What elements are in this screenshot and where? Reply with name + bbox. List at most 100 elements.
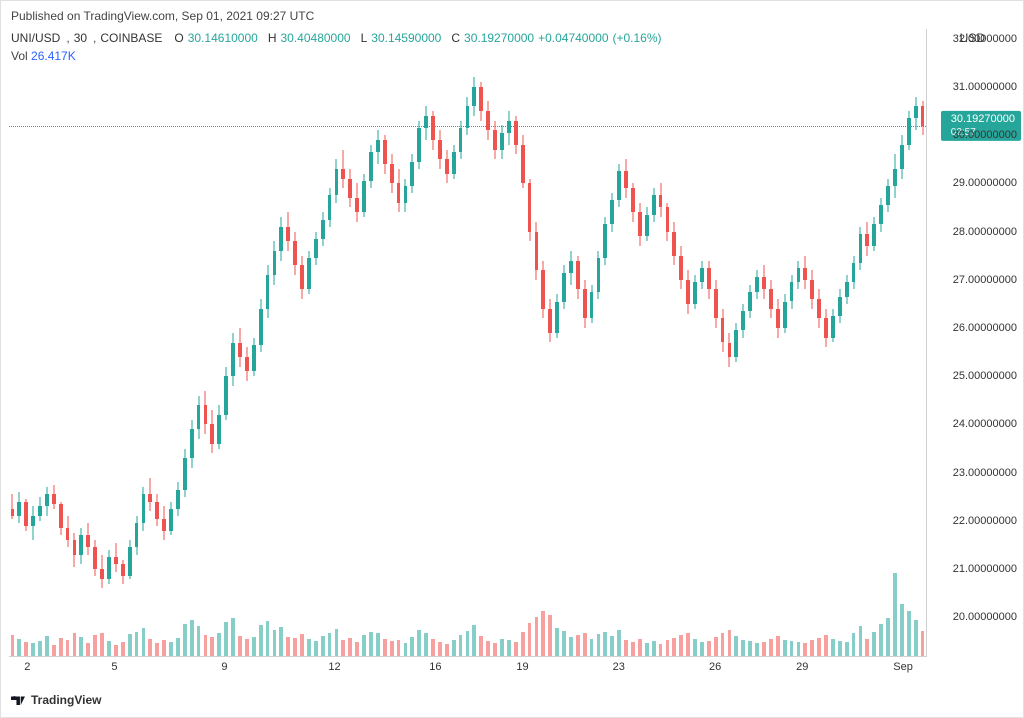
volume-bar: [707, 641, 711, 656]
volume-bar: [610, 636, 614, 656]
volume-bar: [148, 639, 152, 656]
volume-bar: [452, 640, 456, 656]
volume-bar: [672, 638, 676, 656]
volume-bar: [52, 645, 56, 656]
y-tick: 24.00000000: [953, 418, 1017, 430]
volume-bar: [748, 641, 752, 656]
volume-bar: [755, 643, 759, 656]
branding-footer: TradingView: [11, 693, 101, 707]
volume-bar: [31, 643, 35, 656]
price-chart[interactable]: [9, 29, 927, 657]
volume-bar: [603, 632, 607, 656]
volume-bars: [9, 29, 926, 656]
volume-bar: [886, 618, 890, 656]
volume-bar: [638, 639, 642, 656]
volume-bar: [472, 625, 476, 656]
x-tick: 23: [613, 661, 625, 673]
volume-bar: [562, 631, 566, 656]
volume-bar: [872, 632, 876, 656]
volume-bar: [762, 642, 766, 656]
volume-bar: [86, 643, 90, 656]
volume-bar: [245, 639, 249, 656]
publish-info: Published on TradingView.com, Sep 01, 20…: [11, 9, 314, 23]
volume-bar: [438, 642, 442, 656]
y-axis[interactable]: 20.0000000021.0000000022.0000000023.0000…: [931, 29, 1023, 657]
volume-bar: [893, 573, 897, 656]
volume-bar: [176, 638, 180, 656]
volume-bar: [507, 640, 511, 656]
volume-bar: [810, 640, 814, 656]
volume-bar: [852, 633, 856, 656]
volume-bar: [859, 626, 863, 656]
volume-bar: [66, 640, 70, 656]
volume-bar: [183, 624, 187, 656]
volume-bar: [135, 632, 139, 656]
volume-bar: [100, 633, 104, 657]
x-tick: 26: [709, 661, 721, 673]
volume-bar: [597, 634, 601, 656]
x-tick: 9: [221, 661, 227, 673]
volume-bar: [845, 642, 849, 656]
volume-bar: [817, 638, 821, 656]
volume-bar: [493, 643, 497, 656]
volume-bar: [631, 642, 635, 656]
volume-bar: [514, 642, 518, 656]
y-tick: 23.00000000: [953, 467, 1017, 479]
volume-bar: [197, 626, 201, 656]
volume-bar: [410, 637, 414, 656]
volume-bar: [693, 639, 697, 656]
volume-bar: [569, 637, 573, 656]
volume-bar: [169, 642, 173, 656]
volume-bar: [266, 621, 270, 656]
volume-bar: [900, 604, 904, 656]
volume-bar: [376, 633, 380, 656]
volume-bar: [73, 633, 77, 656]
y-tick: 29.00000000: [953, 177, 1017, 189]
y-tick: 28.00000000: [953, 226, 1017, 238]
volume-bar: [204, 635, 208, 656]
volume-bar: [790, 641, 794, 656]
volume-bar: [328, 633, 332, 656]
brand-name: TradingView: [31, 693, 101, 707]
x-tick: 19: [516, 661, 528, 673]
volume-bar: [728, 630, 732, 656]
volume-bar: [466, 631, 470, 656]
volume-bar: [286, 637, 290, 656]
volume-bar: [914, 620, 918, 656]
x-tick: 16: [429, 661, 441, 673]
volume-bar: [624, 640, 628, 656]
volume-bar: [162, 640, 166, 656]
x-axis[interactable]: 259121619232629Sep: [9, 661, 927, 679]
volume-bar: [142, 628, 146, 656]
volume-bar: [369, 632, 373, 656]
volume-bar: [397, 640, 401, 656]
volume-bar: [24, 642, 28, 656]
volume-bar: [652, 641, 656, 656]
volume-bar: [17, 639, 21, 656]
volume-bar: [528, 623, 532, 656]
volume-bar: [445, 644, 449, 656]
volume-bar: [231, 618, 235, 656]
last-price-line: [9, 126, 926, 127]
volume-bar: [273, 630, 277, 656]
volume-bar: [107, 641, 111, 656]
volume-bar: [300, 634, 304, 656]
volume-bar: [459, 635, 463, 656]
volume-bar: [831, 639, 835, 656]
volume-bar: [238, 636, 242, 656]
volume-bar: [541, 611, 545, 656]
volume-bar: [535, 617, 539, 657]
volume-bar: [721, 633, 725, 657]
volume-bar: [741, 640, 745, 656]
volume-bar: [45, 636, 49, 656]
volume-bar: [390, 641, 394, 656]
volume-bar: [93, 635, 97, 656]
volume-bar: [417, 630, 421, 656]
volume-bar: [659, 644, 663, 656]
volume-bar: [424, 633, 428, 657]
y-tick: 25.00000000: [953, 370, 1017, 382]
y-tick: 27.00000000: [953, 274, 1017, 286]
x-tick: Sep: [893, 661, 913, 673]
volume-bar: [783, 640, 787, 656]
volume-bar: [121, 642, 125, 656]
